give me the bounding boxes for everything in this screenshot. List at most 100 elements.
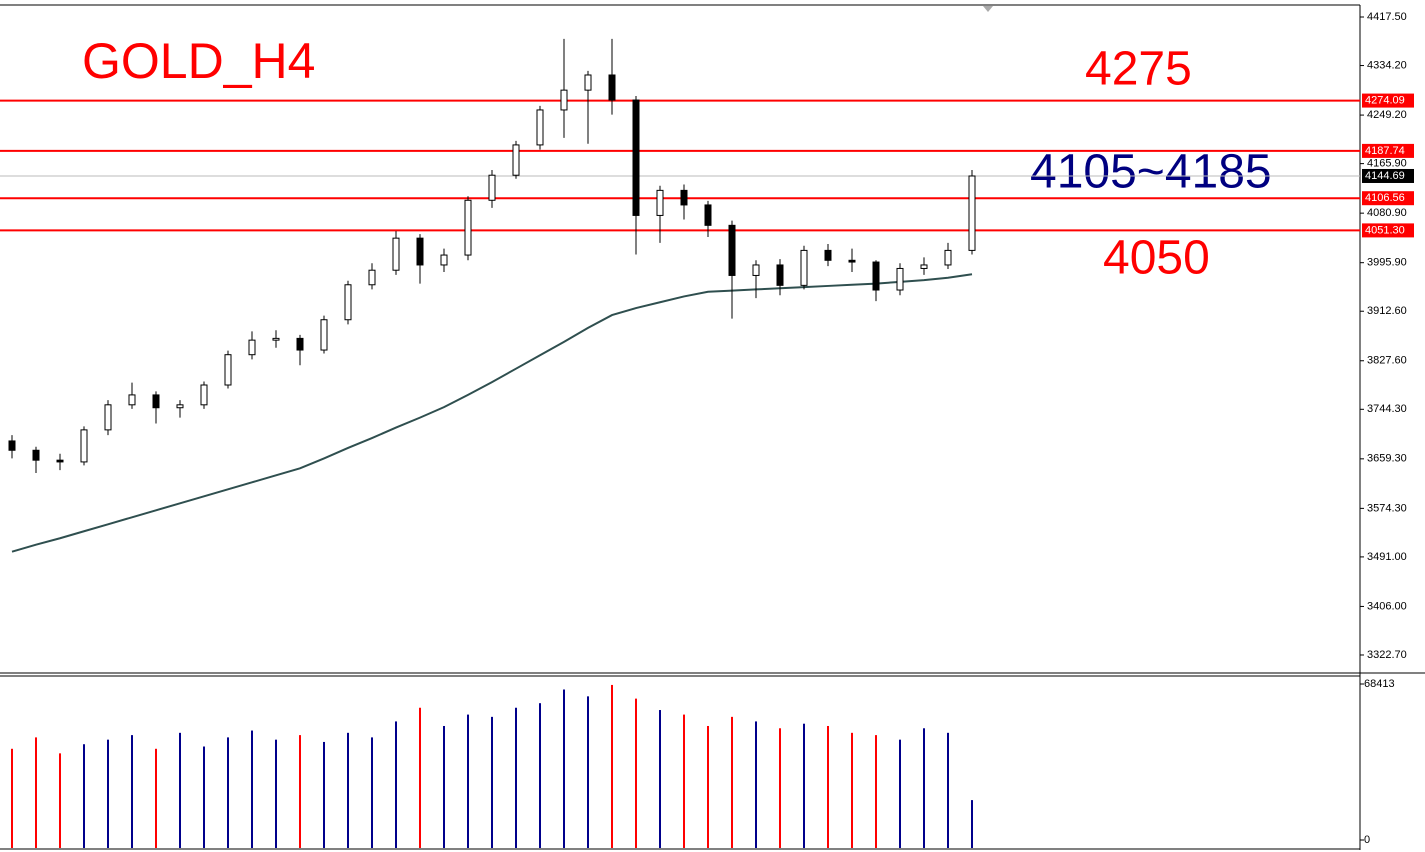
volume-bar [803, 723, 805, 848]
y-tick-label: 4249.20 [1367, 109, 1407, 121]
volume-bar [275, 739, 277, 848]
candle-body [656, 189, 664, 216]
level-box [1362, 143, 1414, 158]
candle-body [824, 249, 832, 261]
volume-bar [659, 710, 661, 848]
annotation: 4275 [1085, 43, 1192, 96]
candle-body [800, 249, 808, 286]
volume-bar [203, 746, 205, 848]
y-tick-label: 4334.20 [1367, 59, 1407, 71]
volume-bar [155, 748, 157, 848]
level-label: 4187.74 [1365, 145, 1405, 157]
annotation: 4105~4185 [1030, 146, 1272, 199]
candle-body [848, 259, 856, 263]
volume-bar [971, 800, 973, 848]
y-tick-label: 3406.00 [1367, 600, 1407, 612]
candle-body [704, 204, 712, 226]
volume-bar [371, 737, 373, 848]
volume-bar [59, 753, 61, 848]
volume-bar [323, 741, 325, 848]
volume-bar [683, 714, 685, 848]
candle-body [488, 174, 496, 201]
shift-marker [983, 6, 993, 12]
candle-body [248, 339, 256, 356]
volume-bar [947, 732, 949, 848]
annotation: 4050 [1103, 232, 1210, 285]
candle-body [104, 404, 112, 431]
candle-body [224, 354, 232, 386]
candle-body [896, 267, 904, 291]
volume-bar [299, 735, 301, 848]
volume-bar [227, 737, 229, 848]
volume-bar [35, 737, 37, 848]
y-tick-label: 3659.30 [1367, 453, 1407, 465]
chart-title: GOLD_H4 [82, 33, 315, 89]
volume-bar [467, 714, 469, 848]
volume-bar [827, 725, 829, 848]
current-price-label: 4144.69 [1365, 170, 1405, 182]
volume-bar [179, 732, 181, 848]
volume-bar [635, 698, 637, 848]
volume-bar [347, 732, 349, 848]
candle-body [8, 440, 16, 451]
candle-body [968, 175, 976, 251]
candle-body [776, 264, 784, 286]
candle-body [344, 284, 352, 321]
volume-bar [443, 725, 445, 848]
candle-body [560, 89, 568, 111]
candle-body [296, 337, 304, 351]
candle-body [176, 404, 184, 409]
y-tick-label: 4165.90 [1367, 158, 1407, 170]
volume-bar [491, 716, 493, 848]
y-tick-label: 3574.30 [1367, 502, 1407, 514]
candle-body [680, 189, 688, 206]
volume-bar [131, 735, 133, 848]
level-box [1362, 191, 1414, 206]
candle-body [416, 237, 424, 266]
candle-body [272, 337, 280, 341]
volume-bar [899, 739, 901, 848]
volume-bar [923, 728, 925, 848]
volume-bar [11, 748, 13, 848]
level-label: 4274.09 [1365, 94, 1405, 106]
candle-body [752, 264, 760, 276]
candle-body [584, 74, 592, 91]
volume-bar [611, 684, 613, 848]
candle-body [392, 237, 400, 271]
volume-bar [83, 744, 85, 848]
volume-bar [707, 725, 709, 848]
candle-body [512, 144, 520, 176]
candle-body [536, 109, 544, 146]
candle-body [368, 269, 376, 286]
volume-bar [875, 735, 877, 848]
candle-body [728, 224, 736, 276]
candle-body [128, 394, 136, 406]
volume-bar [107, 739, 109, 848]
volume-bar [731, 716, 733, 848]
volume-bar [515, 707, 517, 848]
y-tick-label: 3827.60 [1367, 355, 1407, 367]
candle-body [872, 261, 880, 291]
y-tick-label: 4080.90 [1367, 207, 1407, 219]
y-tick-label: 3744.30 [1367, 403, 1407, 415]
y-tick-label: 3912.60 [1367, 305, 1407, 317]
y-tick-label: 0 [1364, 834, 1370, 846]
candle-body [944, 249, 952, 266]
candle-body [608, 74, 616, 101]
level-box [1362, 223, 1414, 238]
y-tick-label: 3995.90 [1367, 257, 1407, 269]
y-tick-label: 3491.00 [1367, 551, 1407, 563]
volume-bar [851, 732, 853, 848]
y-tick-label: 68413 [1364, 678, 1395, 690]
candle-body [32, 449, 40, 461]
volume-bar [395, 721, 397, 848]
moving-average [11, 273, 973, 553]
y-tick-label: 3322.70 [1367, 649, 1407, 661]
candle-body [200, 384, 208, 406]
volume-bar [779, 728, 781, 848]
candle-body [464, 199, 472, 256]
candle-body [440, 254, 448, 266]
volume-bar [539, 703, 541, 848]
